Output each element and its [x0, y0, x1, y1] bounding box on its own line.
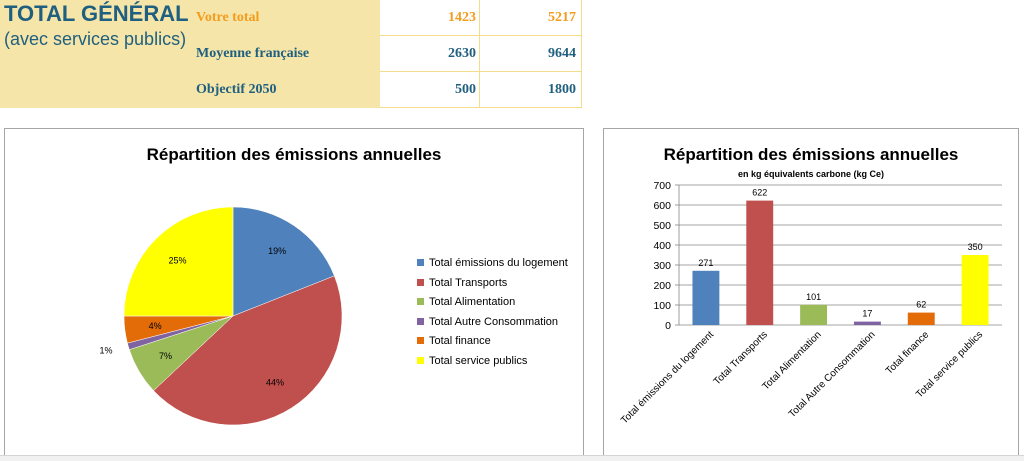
y-tick-label: 400 [653, 240, 671, 252]
legend-swatch [417, 317, 424, 325]
grid-line [380, 107, 582, 108]
bar[interactable] [961, 255, 989, 325]
summary-row-moyenne: Moyenne française 2630 9644 [0, 36, 582, 72]
bar-data-label: 271 [698, 258, 713, 268]
summary-label-column [190, 0, 380, 108]
legend-swatch [417, 298, 424, 306]
bar-data-label: 62 [916, 300, 926, 310]
legend-swatch [417, 337, 424, 345]
legend-label: Total Autre Consommation [429, 315, 559, 328]
y-tick-label: 600 [653, 200, 671, 212]
grid-line [479, 0, 480, 108]
bar[interactable] [692, 270, 720, 325]
bar[interactable] [853, 321, 881, 325]
legend-swatch [417, 278, 424, 286]
legend-label: Total Alimentation [429, 296, 516, 309]
summary-row-objectif: Objectif 2050 500 1800 [0, 72, 582, 108]
summary-row-votre-total: Votre total 1423 5217 [0, 0, 582, 36]
x-tick-label: Total émissions du logement [619, 329, 716, 426]
y-tick-label: 500 [653, 220, 671, 232]
pie-data-label: 25% [168, 256, 186, 266]
pie-slice[interactable] [123, 206, 234, 317]
grid-line [380, 71, 582, 72]
bar-data-label: 17 [862, 309, 872, 319]
bar-chart-title: Répartition des émissions annuelles [663, 145, 959, 164]
summary-title: TOTAL GÉNÉRAL [4, 1, 189, 26]
y-tick-label: 700 [653, 180, 671, 192]
pie-data-label: 4% [149, 321, 162, 331]
grid-line [380, 35, 582, 36]
legend-label: Total émissions du logement [429, 257, 568, 269]
summary-table: TOTAL GÉNÉRAL (avec services publics) Vo… [0, 0, 582, 108]
y-tick-label: 300 [653, 260, 671, 272]
summary-value-grid [380, 0, 582, 108]
row-value-2[interactable]: 5217 [548, 10, 576, 25]
legend-swatch [417, 259, 424, 266]
y-tick-label: 100 [653, 300, 671, 312]
summary-subtitle: (avec services publics) [4, 29, 187, 49]
pie-chart-plot: 19% 44% 7% 1% 4% 25% [100, 206, 343, 426]
row-label[interactable]: Objectif 2050 [196, 82, 277, 97]
x-tick-label: Total Transports [712, 329, 770, 387]
y-tick-label: 0 [665, 320, 671, 332]
x-tick-label: Total finance [884, 329, 932, 377]
bar-data-label: 101 [806, 292, 821, 302]
row-value-2[interactable]: 9644 [548, 46, 576, 61]
sheet-tab-strip [0, 455, 1024, 461]
pie-data-label: 1% [100, 345, 113, 355]
row-value-1[interactable]: 1423 [448, 10, 476, 25]
bar[interactable] [907, 312, 935, 325]
summary-heading-cell: TOTAL GÉNÉRAL (avec services publics) [0, 0, 190, 108]
bar-chart[interactable]: Répartition des émissions annuelles en k… [603, 128, 1019, 456]
pie-slice[interactable] [232, 206, 335, 317]
row-value-1[interactable]: 2630 [448, 46, 476, 61]
grid-line [581, 0, 582, 108]
legend-label: Total finance [429, 335, 491, 348]
legend-label: Total service publics [429, 355, 528, 367]
pie-data-label: 7% [159, 351, 172, 361]
pie-chart-title: Répartition des émissions annuelles [146, 145, 442, 164]
row-label[interactable]: Votre total [196, 10, 260, 25]
row-value-1[interactable]: 500 [455, 82, 476, 97]
bar-chart-subtitle: en kg équivalents carbone (kg Ce) [737, 169, 885, 179]
y-tick-label: 200 [653, 280, 671, 292]
bar-chart-plot: 0 100 200 300 400 500 600 700 271 Total émissions… [619, 180, 1002, 426]
legend-swatch [417, 357, 424, 364]
pie-chart[interactable]: Répartition des émissions annuelles 19% 4… [4, 128, 584, 456]
bar-data-label: 350 [968, 242, 983, 252]
pie-slice[interactable] [153, 275, 343, 426]
bar-data-label: 622 [752, 188, 767, 198]
bar[interactable] [746, 200, 774, 325]
pie-data-label: 44% [266, 377, 284, 387]
row-label[interactable]: Moyenne française [196, 46, 310, 61]
x-tick-label: Total Alimentation [760, 329, 823, 392]
row-value-2[interactable]: 1800 [548, 82, 576, 97]
x-tick-label: Total Autre Consommation [787, 329, 878, 420]
legend-label: Total Transports [429, 276, 508, 289]
pie-data-label: 19% [268, 246, 286, 256]
bar[interactable] [800, 304, 828, 325]
